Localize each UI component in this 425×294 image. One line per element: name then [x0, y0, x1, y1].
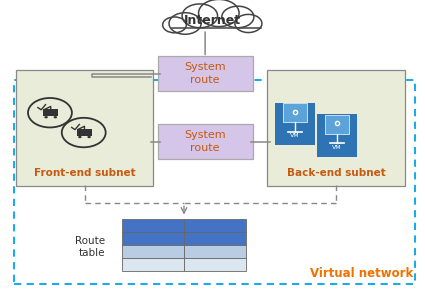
Circle shape — [235, 14, 262, 33]
Bar — [122, 232, 184, 245]
FancyBboxPatch shape — [158, 56, 252, 91]
FancyBboxPatch shape — [275, 103, 315, 145]
Text: Back-end subnet: Back-end subnet — [286, 168, 385, 178]
FancyBboxPatch shape — [158, 124, 252, 159]
FancyBboxPatch shape — [317, 114, 357, 157]
Text: Internet: Internet — [184, 14, 241, 27]
FancyBboxPatch shape — [267, 70, 405, 186]
Text: System
route: System route — [184, 62, 226, 85]
Text: System
route: System route — [184, 130, 226, 153]
Bar — [184, 232, 246, 245]
Text: VM: VM — [332, 145, 342, 150]
Bar — [184, 258, 246, 271]
Text: Front-end subnet: Front-end subnet — [34, 168, 136, 178]
Text: Route
table: Route table — [75, 236, 105, 258]
Circle shape — [44, 116, 48, 118]
Circle shape — [182, 4, 218, 28]
Bar — [122, 245, 184, 258]
FancyBboxPatch shape — [43, 109, 58, 116]
Text: VM: VM — [290, 133, 300, 138]
Bar — [184, 219, 246, 232]
Bar — [122, 258, 184, 271]
Circle shape — [88, 136, 91, 138]
Circle shape — [169, 13, 201, 34]
Circle shape — [54, 116, 57, 118]
Bar — [184, 245, 246, 258]
FancyBboxPatch shape — [325, 115, 349, 134]
Bar — [122, 219, 184, 232]
Bar — [164, 22, 261, 31]
FancyBboxPatch shape — [283, 103, 307, 123]
Text: Virtual network: Virtual network — [310, 267, 413, 280]
FancyBboxPatch shape — [16, 70, 153, 186]
FancyBboxPatch shape — [77, 129, 92, 136]
Circle shape — [163, 17, 186, 33]
Circle shape — [198, 0, 239, 26]
Circle shape — [78, 136, 82, 138]
Circle shape — [222, 6, 254, 28]
